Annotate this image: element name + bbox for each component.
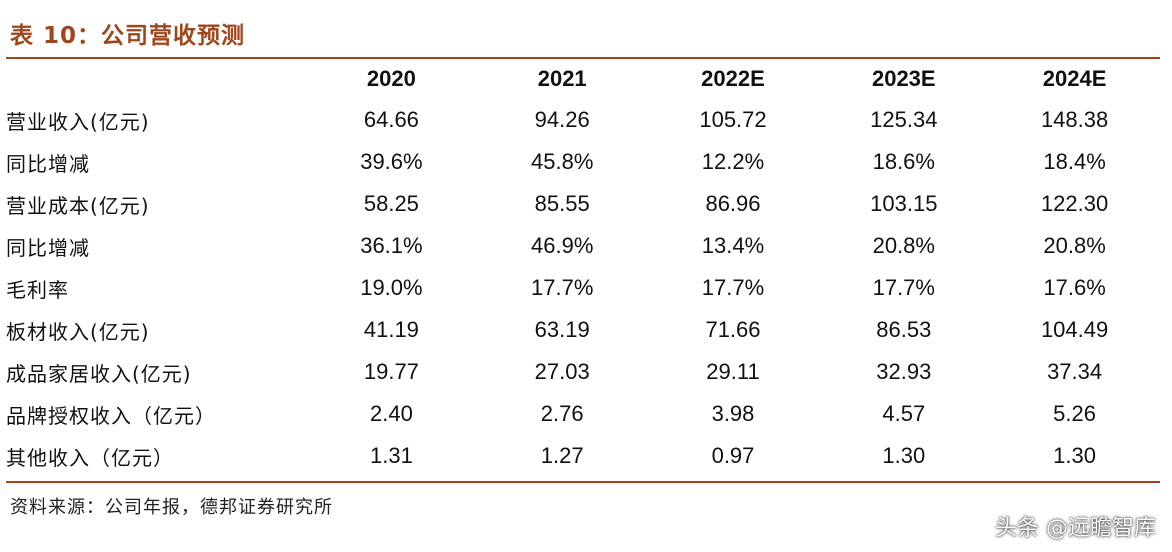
- table-cell: 46.9%: [531, 233, 594, 258]
- table-cell: 13.4%: [701, 233, 765, 258]
- table-cell: 17.6%: [1043, 275, 1106, 300]
- table-cell: 19.77: [363, 359, 419, 384]
- table-header-row: 2020 2021 2022E 2023E 2024E: [6, 59, 1160, 99]
- table-cell: 32.93: [876, 359, 932, 384]
- table-cell: 58.25: [363, 191, 419, 216]
- table-cell: 1.30: [1053, 443, 1096, 468]
- header-cell-2020: 2020: [366, 66, 416, 91]
- table-cell: 94.26: [534, 107, 590, 132]
- table-cell: 86.53: [876, 317, 932, 342]
- row-label: 成品家居收入(亿元): [6, 361, 192, 386]
- watermark: 头条 @远瞻智库: [995, 516, 1156, 541]
- row-label: 毛利率: [6, 277, 69, 302]
- header-cell-2021: 2021: [537, 66, 587, 91]
- table-cell: 41.19: [363, 317, 419, 342]
- table-cell: 37.34: [1047, 359, 1103, 384]
- table-cell: 105.72: [699, 107, 767, 132]
- table-cell: 2.40: [369, 401, 413, 426]
- table-cell: 71.66: [705, 317, 761, 342]
- table-cell: 63.19: [534, 317, 590, 342]
- table-cell: 2.76: [540, 401, 584, 426]
- table-cell: 18.6%: [872, 149, 935, 174]
- table-cell: 1.27: [540, 443, 584, 468]
- forecast-table: 2020 2021 2022E 2023E 2024E 营业收入(亿元) 64.…: [6, 59, 1160, 477]
- table-row: 板材收入(亿元) 41.19 63.19 71.66 86.53 104.49: [6, 309, 1160, 351]
- table-row: 品牌授权收入（亿元） 2.40 2.76 3.98 4.57 5.26: [6, 393, 1160, 435]
- table-row: 毛利率 19.0% 17.7% 17.7% 17.7% 17.6%: [6, 267, 1160, 309]
- table-cell: 19.0%: [360, 275, 423, 300]
- header-cell-2023e: 2023E: [871, 66, 936, 91]
- table-cell: 17.7%: [531, 275, 594, 300]
- table-cell: 27.03: [534, 359, 590, 384]
- table-row: 同比增减 36.1% 46.9% 13.4% 20.8% 20.8%: [6, 225, 1160, 267]
- table-cell: 104.49: [1040, 317, 1109, 342]
- table-cell: 3.98: [711, 401, 755, 426]
- table-row: 营业成本(亿元) 58.25 85.55 86.96 103.15 122.30: [6, 183, 1160, 225]
- header-cell-2022e: 2022E: [701, 66, 765, 91]
- table-cell: 45.8%: [531, 149, 594, 174]
- table-cell: 17.7%: [872, 275, 935, 300]
- table-cell: 17.7%: [701, 275, 765, 300]
- table-row: 营业收入(亿元) 64.66 94.26 105.72 125.34 148.3…: [6, 99, 1160, 141]
- table-row: 成品家居收入(亿元) 19.77 27.03 29.11 32.93 37.34: [6, 351, 1160, 393]
- table-cell: 4.57: [882, 401, 926, 426]
- top-rule: [6, 57, 1160, 59]
- row-label: 营业成本(亿元): [6, 193, 150, 218]
- table-cell: 36.1%: [360, 233, 423, 258]
- table-cell: 1.30: [882, 443, 926, 468]
- table-cell: 125.34: [870, 107, 938, 132]
- row-label: 同比增减: [6, 151, 90, 176]
- table-cell: 29.11: [706, 359, 760, 384]
- table-row: 同比增减 39.6% 45.8% 12.2% 18.6% 18.4%: [6, 141, 1160, 183]
- table-cell: 18.4%: [1043, 149, 1106, 174]
- table-cell: 1.31: [369, 443, 413, 468]
- table-cell: 148.38: [1040, 107, 1109, 132]
- table-cell: 64.66: [363, 107, 419, 132]
- table-cell: 86.96: [705, 191, 761, 216]
- bottom-rule: [6, 481, 1160, 483]
- source-note: 资料来源：公司年报，德邦证券研究所: [10, 497, 333, 518]
- table-cell: 85.55: [534, 191, 590, 216]
- table-cell: 39.6%: [360, 149, 423, 174]
- header-cell-2024e: 2024E: [1042, 66, 1107, 91]
- table-cell: 20.8%: [872, 233, 935, 258]
- table-row: 其他收入（亿元） 1.31 1.27 0.97 1.30 1.30: [6, 435, 1160, 477]
- table-cell: 0.97: [711, 443, 755, 468]
- table-cell: 103.15: [870, 191, 938, 216]
- table-cell: 5.26: [1053, 401, 1096, 426]
- row-label: 其他收入（亿元）: [6, 445, 174, 470]
- table-cell: 20.8%: [1043, 233, 1106, 258]
- table-cell: 12.2%: [701, 149, 765, 174]
- row-label: 同比增减: [6, 235, 90, 260]
- table-title: 表 10：公司营收预测: [10, 23, 246, 49]
- row-label: 品牌授权收入（亿元）: [6, 403, 216, 428]
- row-label: 营业收入(亿元): [6, 109, 150, 134]
- row-label: 板材收入(亿元): [6, 319, 150, 344]
- table-cell: 122.30: [1040, 191, 1109, 216]
- header-cell-label: [6, 59, 306, 99]
